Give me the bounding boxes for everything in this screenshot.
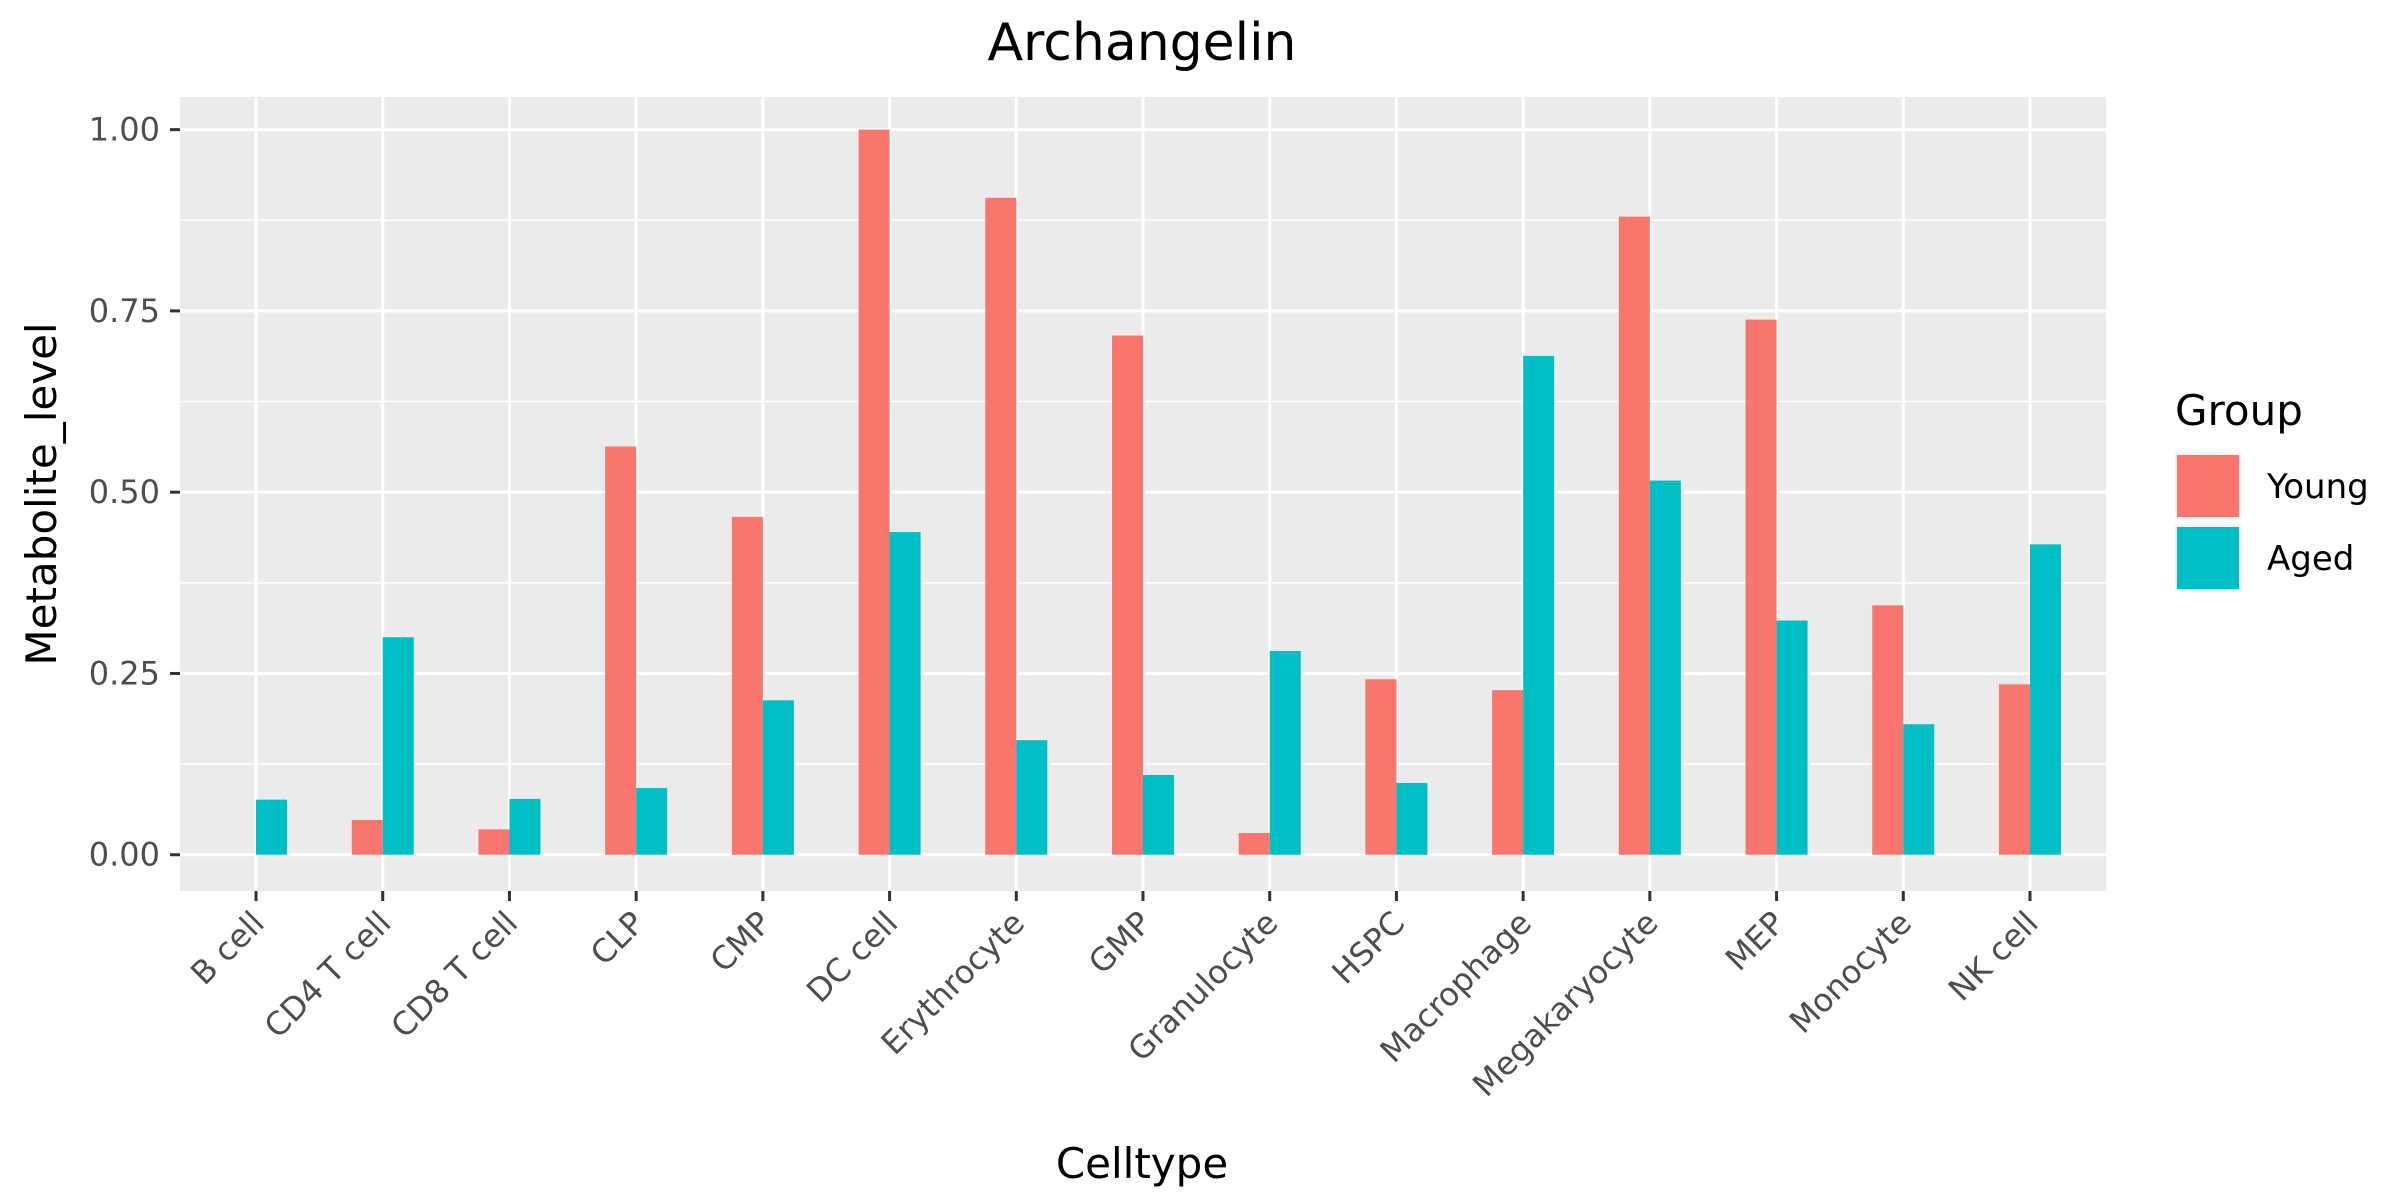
bar-aged-cmp: [762, 700, 794, 855]
bar-aged-cd4-t-cell: [382, 637, 414, 855]
bar-young-cmp: [731, 516, 763, 855]
bar-young-erythrocyte: [985, 197, 1017, 855]
x-tick-label: CD4 T cell: [257, 904, 399, 1046]
x-tick-label: CLP: [583, 904, 652, 973]
bar-young-granulocyte: [1238, 832, 1270, 855]
x-axis-label: Celltype: [1056, 1139, 1228, 1188]
chart-title: Archangelin: [987, 13, 1296, 73]
y-tick-label: 0.00: [89, 836, 160, 874]
bar-aged-erythrocyte: [1016, 740, 1048, 855]
legend-key-aged: [2177, 527, 2239, 589]
bar-young-cd4-t-cell: [351, 819, 383, 855]
bar-young-macrophage: [1492, 690, 1524, 855]
x-tick-label: MEP: [1718, 904, 1792, 978]
x-tick-label: B cell: [183, 904, 272, 993]
bar-young-gmp: [1112, 335, 1143, 855]
bar-aged-clp: [636, 788, 668, 855]
x-tick-label: CD8 T cell: [383, 904, 525, 1046]
bar-aged-cd8-t-cell: [509, 798, 541, 855]
bar-young-mep: [1745, 319, 1777, 855]
y-tick-label: 0.50: [89, 473, 160, 511]
bar-aged-granulocyte: [1269, 650, 1301, 855]
x-tick-label: HSPC: [1324, 904, 1412, 992]
legend-label-young: Young: [2266, 467, 2369, 507]
y-tick-label: 1.00: [89, 111, 160, 149]
bar-aged-gmp: [1143, 774, 1174, 855]
x-tick-label: Monocyte: [1782, 904, 1919, 1041]
legend-title: Group: [2175, 386, 2303, 435]
bar-aged-b-cell: [256, 799, 288, 855]
bar-aged-megakaryocyte: [1649, 480, 1681, 855]
bar-aged-hspc: [1396, 782, 1428, 855]
bar-aged-dc-cell: [889, 532, 921, 855]
bars-layer: [256, 129, 2061, 855]
bar-young-monocyte: [1872, 605, 1904, 855]
bar-aged-monocyte: [1903, 724, 1935, 855]
y-tick-label: 0.25: [89, 654, 160, 692]
legend-key-young: [2177, 455, 2239, 517]
x-tick-label: GMP: [1081, 904, 1159, 982]
legend: Group Young Aged: [2175, 386, 2369, 591]
x-tick-label: CMP: [703, 904, 779, 980]
bar-young-megakaryocyte: [1618, 216, 1650, 855]
y-tick-label: 0.75: [89, 292, 160, 330]
bar-aged-macrophage: [1523, 355, 1555, 855]
bar-young-hspc: [1365, 679, 1397, 855]
y-axis-label: Metabolite_level: [17, 322, 66, 665]
bar-young-cd8-t-cell: [478, 829, 510, 855]
bar-aged-mep: [1776, 620, 1808, 855]
legend-label-aged: Aged: [2267, 539, 2354, 579]
x-tick-label: DC cell: [799, 904, 905, 1010]
y-axis: 0.00 0.25 0.50 0.75 1.00: [89, 111, 180, 874]
bar-young-nk-cell: [1998, 684, 2030, 855]
x-tick-label: NK cell: [1941, 904, 2046, 1009]
bar-young-clp: [605, 446, 637, 855]
bar-young-dc-cell: [858, 129, 890, 855]
bar-aged-nk-cell: [2029, 544, 2061, 855]
